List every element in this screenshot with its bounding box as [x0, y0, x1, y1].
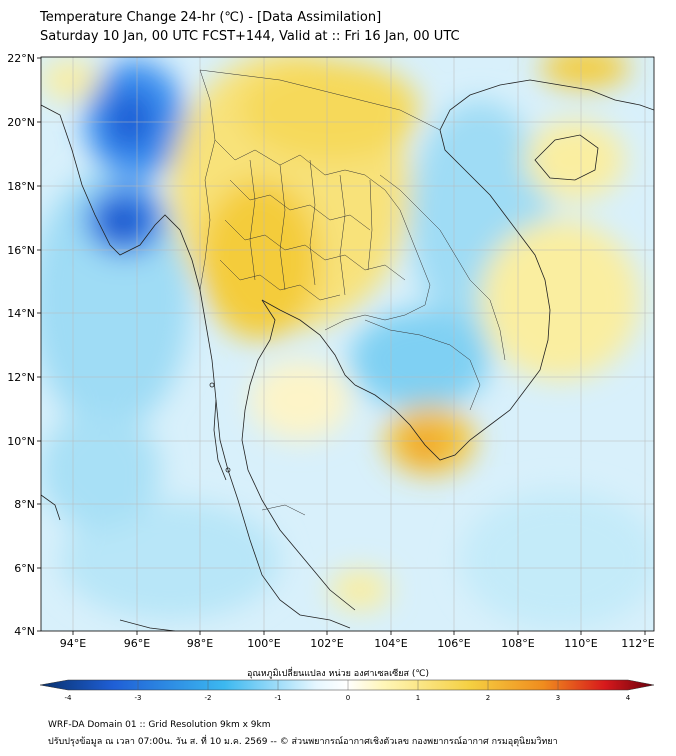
colorbar-tick: 2 — [486, 694, 490, 702]
lon-label: 94°E — [60, 637, 86, 650]
lat-label: 8°N — [14, 498, 35, 511]
map-subtitle: Saturday 10 Jan, 00 UTC FCST+144, Valid … — [40, 29, 460, 44]
footer-model-info: WRF-DA Domain 01 :: Grid Resolution 9km … — [48, 720, 271, 730]
longitude-labels: 94°E 96°E 98°E 100°E 102°E 104°E 106°E 1… — [60, 637, 655, 650]
lat-label: 20°N — [7, 116, 35, 129]
colorbar-tick: 0 — [346, 694, 350, 702]
tick-marks — [37, 57, 646, 635]
lon-label: 102°E — [310, 637, 343, 650]
colorbar-label: อุณหภูมิเปลี่ยนแปลง หน่วย องศาเซลเซียส (… — [246, 669, 430, 679]
lon-label: 106°E — [437, 637, 470, 650]
colorbar-tick: 3 — [556, 694, 560, 702]
graticule — [41, 57, 654, 631]
lat-label: 18°N — [7, 180, 35, 193]
lat-label: 6°N — [14, 562, 35, 575]
lon-label: 108°E — [501, 637, 534, 650]
colorbar: -4 -3 -2 -1 0 1 2 3 4 — [39, 679, 655, 702]
plot-frame — [40, 56, 655, 632]
lat-label: 22°N — [7, 52, 35, 65]
colorbar-tick: -2 — [205, 694, 212, 702]
lat-label: 12°N — [7, 371, 35, 384]
latitude-labels: 22°N 20°N 18°N 16°N 14°N 12°N 10°N 8°N 6… — [7, 52, 35, 638]
lon-label: 110°E — [564, 637, 597, 650]
colorbar-tick: 1 — [416, 694, 420, 702]
lon-label: 104°E — [374, 637, 407, 650]
colorbar-tick: -4 — [65, 694, 73, 702]
temperature-field — [41, 57, 654, 631]
colorbar-segments — [137, 680, 559, 690]
lat-label: 16°N — [7, 244, 35, 257]
lon-label: 96°E — [124, 637, 150, 650]
country-borders — [199, 69, 506, 516]
colorbar-tick: -3 — [135, 694, 142, 702]
lat-label: 10°N — [7, 435, 35, 448]
lon-label: 112°E — [621, 637, 654, 650]
lon-label: 100°E — [247, 637, 280, 650]
lat-label: 14°N — [7, 307, 35, 320]
colorbar-tick: -1 — [275, 694, 282, 702]
lon-label: 98°E — [187, 637, 213, 650]
map-title: Temperature Change 24-hr (℃) - [Data Ass… — [40, 10, 382, 25]
footer-credit: ปรับปรุงข้อมูล ณ เวลา 07:00น. วัน ส. ที่… — [48, 737, 558, 747]
colorbar-bar — [39, 679, 655, 691]
lat-label: 4°N — [14, 625, 35, 638]
colorbar-tick: 4 — [626, 694, 631, 702]
